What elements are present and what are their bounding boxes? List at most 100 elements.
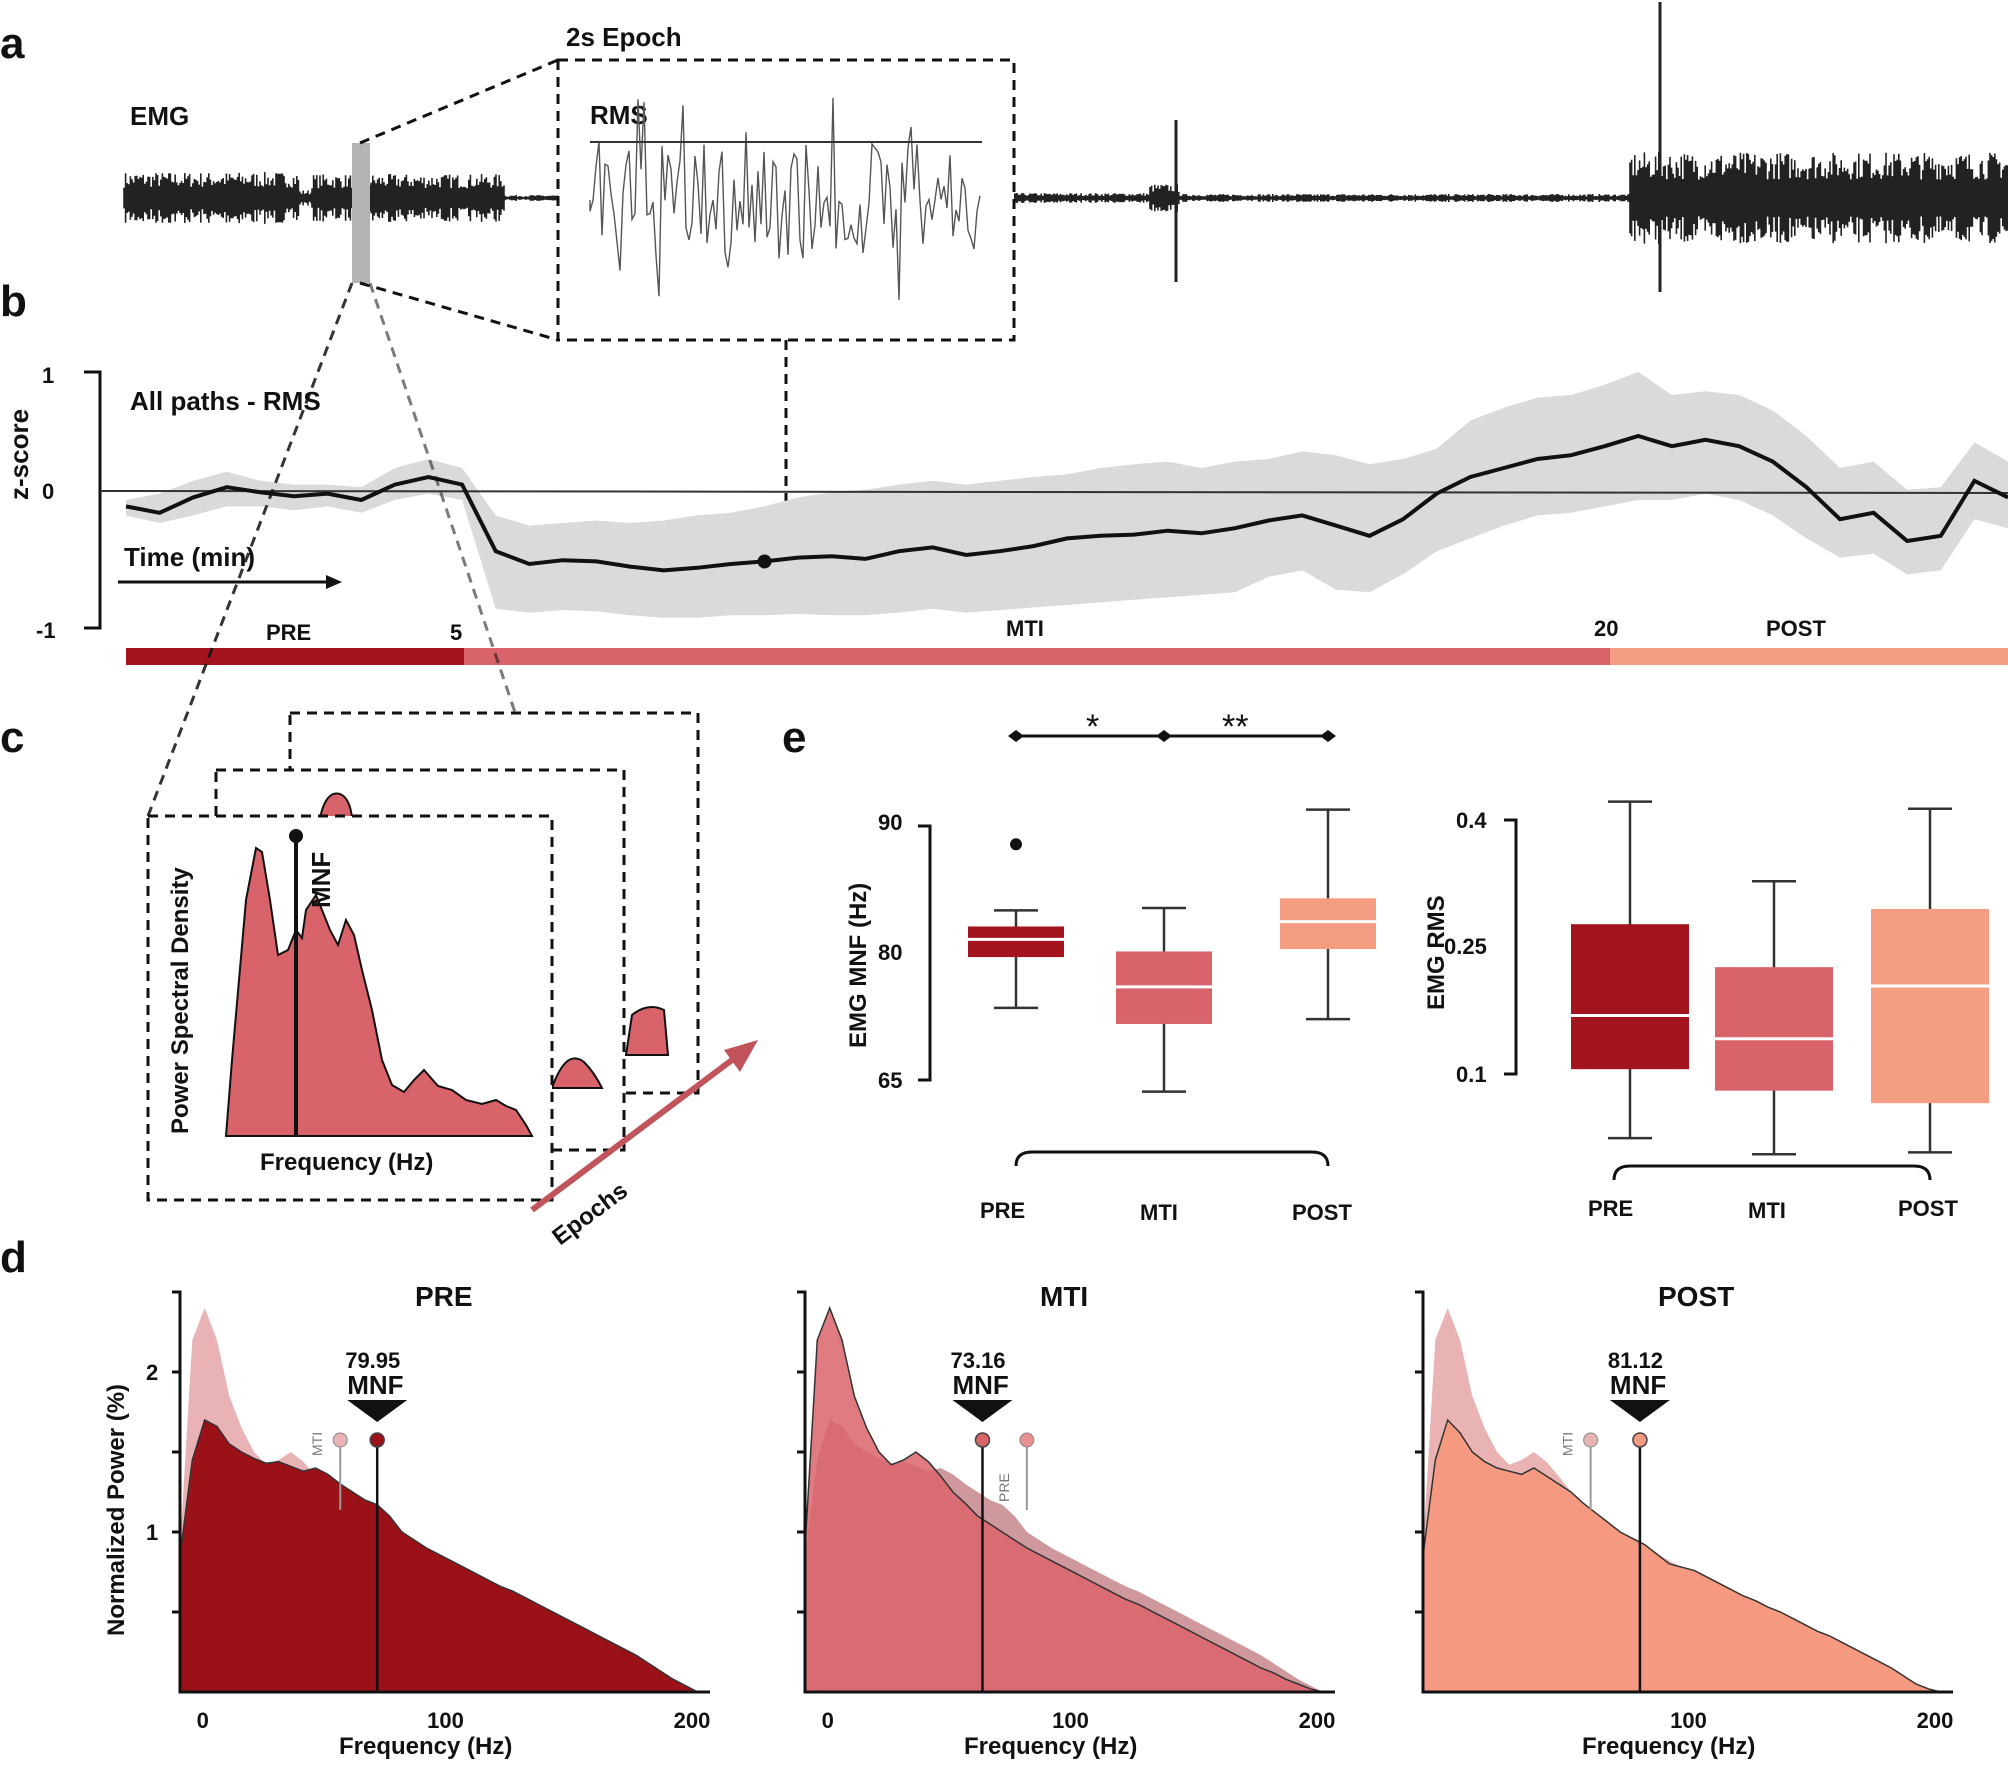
spectrum-ref-dot-post [1583, 1432, 1599, 1448]
spectrum-mnf-label-post: MNF [1610, 1370, 1666, 1400]
epoch-frame-2-spectrum [550, 1057, 604, 1089]
mnf-cat-mti: MTI [1140, 1200, 1178, 1225]
zscore-axis-label: z-score [4, 409, 34, 500]
rms-axis [1504, 818, 1518, 1076]
rms-tick-04: 0.4 [1456, 808, 1487, 833]
mnf-boxplots [968, 808, 1376, 1093]
zscore-zero-line [99, 490, 2008, 494]
spectrum-mnf-value-pre: 79.95 [345, 1348, 400, 1373]
panel-letter-d: d [0, 1233, 27, 1282]
spectrum-xlabel-mti: Frequency (Hz) [964, 1733, 1137, 1760]
spectrum-axes-pre [172, 1290, 710, 1694]
spectrum-mnf-dot-pre [369, 1432, 385, 1448]
mnf-marker-dot [289, 829, 303, 843]
mnf-box-post [1280, 898, 1376, 950]
emg-trace [123, 2, 2008, 292]
zscore-tick-0: 0 [42, 479, 54, 504]
spectrum-ref-label-pre: MTI [309, 1432, 325, 1456]
spectrum-mnf-label-pre: MNF [347, 1370, 403, 1400]
rms-box-pre [1571, 924, 1689, 1070]
spectrum-mnf-pointer-mti [952, 1400, 1013, 1422]
mnf-tick-90: 90 [878, 810, 902, 835]
phase-label-post: POST [1766, 616, 1826, 641]
zscore-tick-1: 1 [42, 363, 54, 388]
spectrum-mnf-dot-post [1632, 1432, 1648, 1448]
mnf-box-pre [968, 926, 1064, 958]
time-tick-5: 5 [450, 620, 462, 645]
rms-cat-post: POST [1898, 1196, 1958, 1221]
epoch-signal [589, 97, 981, 300]
time-tick-20: 20 [1594, 616, 1618, 641]
phase-label-pre: PRE [266, 620, 311, 645]
spectrum-title-post: POST [1658, 1281, 1734, 1312]
panel-letter-c: c [0, 713, 24, 762]
phase-bar-mti [464, 648, 1610, 665]
spectrum-front-mti [804, 1305, 1335, 1693]
panel-a: EMG 2s Epoch RMS [123, 2, 2008, 526]
mnf-cat-pre: PRE [980, 1198, 1025, 1223]
spectrum-xtick-pre-200: 200 [674, 1708, 711, 1733]
mnf-axis [918, 824, 932, 1082]
phase-bar-post [1610, 648, 2008, 665]
spectrum-front-pre [179, 1418, 710, 1693]
spectrum-mnf-dot-mti [974, 1432, 991, 1448]
zoom-line-bottom [359, 281, 559, 342]
epoch-marker-dot [757, 554, 772, 569]
significance-star-2: ** [1222, 708, 1248, 746]
panel-letter-a: a [0, 19, 25, 68]
zoom-line-top [359, 58, 559, 145]
panel-letter-e: e [782, 713, 806, 762]
spectrum-front-post [1422, 1418, 1953, 1693]
panel-e: EMG MNF (Hz) 90 80 65 * ** PRE MTI POST … [845, 708, 1989, 1225]
normalized-power-axis-label: Normalized Power (%) [103, 1384, 130, 1636]
spectrum-xtick-mti-100: 100 [1052, 1708, 1089, 1733]
psd-spectrum [224, 846, 534, 1137]
spectrum-xlabel-pre: Frequency (Hz) [339, 1733, 512, 1760]
epoch-signal-path [589, 97, 981, 300]
spectrum-ref-label-mti: PRE [996, 1473, 1012, 1502]
spectrum-ytick-label-pre-2: 2 [146, 1360, 158, 1385]
panel-letter-b: b [0, 277, 27, 326]
zscore-tick-neg1: -1 [36, 618, 56, 643]
epoch-highlight [352, 143, 370, 283]
spectrum-ref-dot-pre [332, 1432, 348, 1448]
spectrum-axes-post [1415, 1290, 1953, 1694]
panel-b-title: All paths - RMS [130, 386, 321, 416]
significance-end-mti [1156, 730, 1172, 742]
panel-d: Normalized Power (%) 1 2 PRE 0 100 200 Frequen… [103, 1281, 1953, 1760]
mnf-axis-label: EMG MNF (Hz) [845, 883, 872, 1048]
spectrum-title-mti: MTI [1040, 1281, 1088, 1312]
emg-label: EMG [130, 101, 189, 131]
rms-boxplots [1571, 800, 1989, 1156]
zscore-ci-band [126, 372, 2008, 618]
time-axis-label: Time (min) [124, 542, 255, 572]
phase-label-mti: MTI [1006, 616, 1044, 641]
mnf-outlier-pre-0 [1010, 838, 1022, 851]
spectrum-xtick-pre-0: 0 [197, 1708, 209, 1733]
psd-frequency-label: Frequency (Hz) [260, 1149, 433, 1176]
rms-box-post [1871, 908, 1989, 1104]
rms-tick-025: 0.25 [1444, 934, 1487, 959]
panel-b: All paths - RMS z-score 1 0 -1 Time (min… [4, 282, 2008, 817]
zscore-mean-line [125, 433, 2008, 573]
psd-axis-label: Power Spectral Density [167, 867, 194, 1134]
phase-bar-pre [126, 648, 464, 665]
rms-box-mti [1715, 967, 1833, 1091]
epoch-frame-3-spectrum [624, 1005, 670, 1056]
panel-c: MNF Power Spectral Density Frequency (Hz… [146, 711, 758, 1251]
spectrum-axes-mti [797, 1290, 1335, 1694]
spectrum-ytick-label-pre-1: 1 [146, 1520, 158, 1545]
mnf-marker-label: MNF [306, 852, 336, 908]
spectrum-xtick-pre-100: 100 [427, 1708, 464, 1733]
time-arrowhead [326, 575, 342, 589]
rms-group-bracket [1612, 1164, 1932, 1181]
rms-axis-label: EMG RMS [1423, 895, 1450, 1010]
emg-signal-path [123, 152, 2008, 244]
spectrum-xtick-mti-0: 0 [822, 1708, 834, 1733]
rms-cat-pre: PRE [1588, 1196, 1633, 1221]
mnf-tick-65: 65 [878, 1068, 902, 1093]
